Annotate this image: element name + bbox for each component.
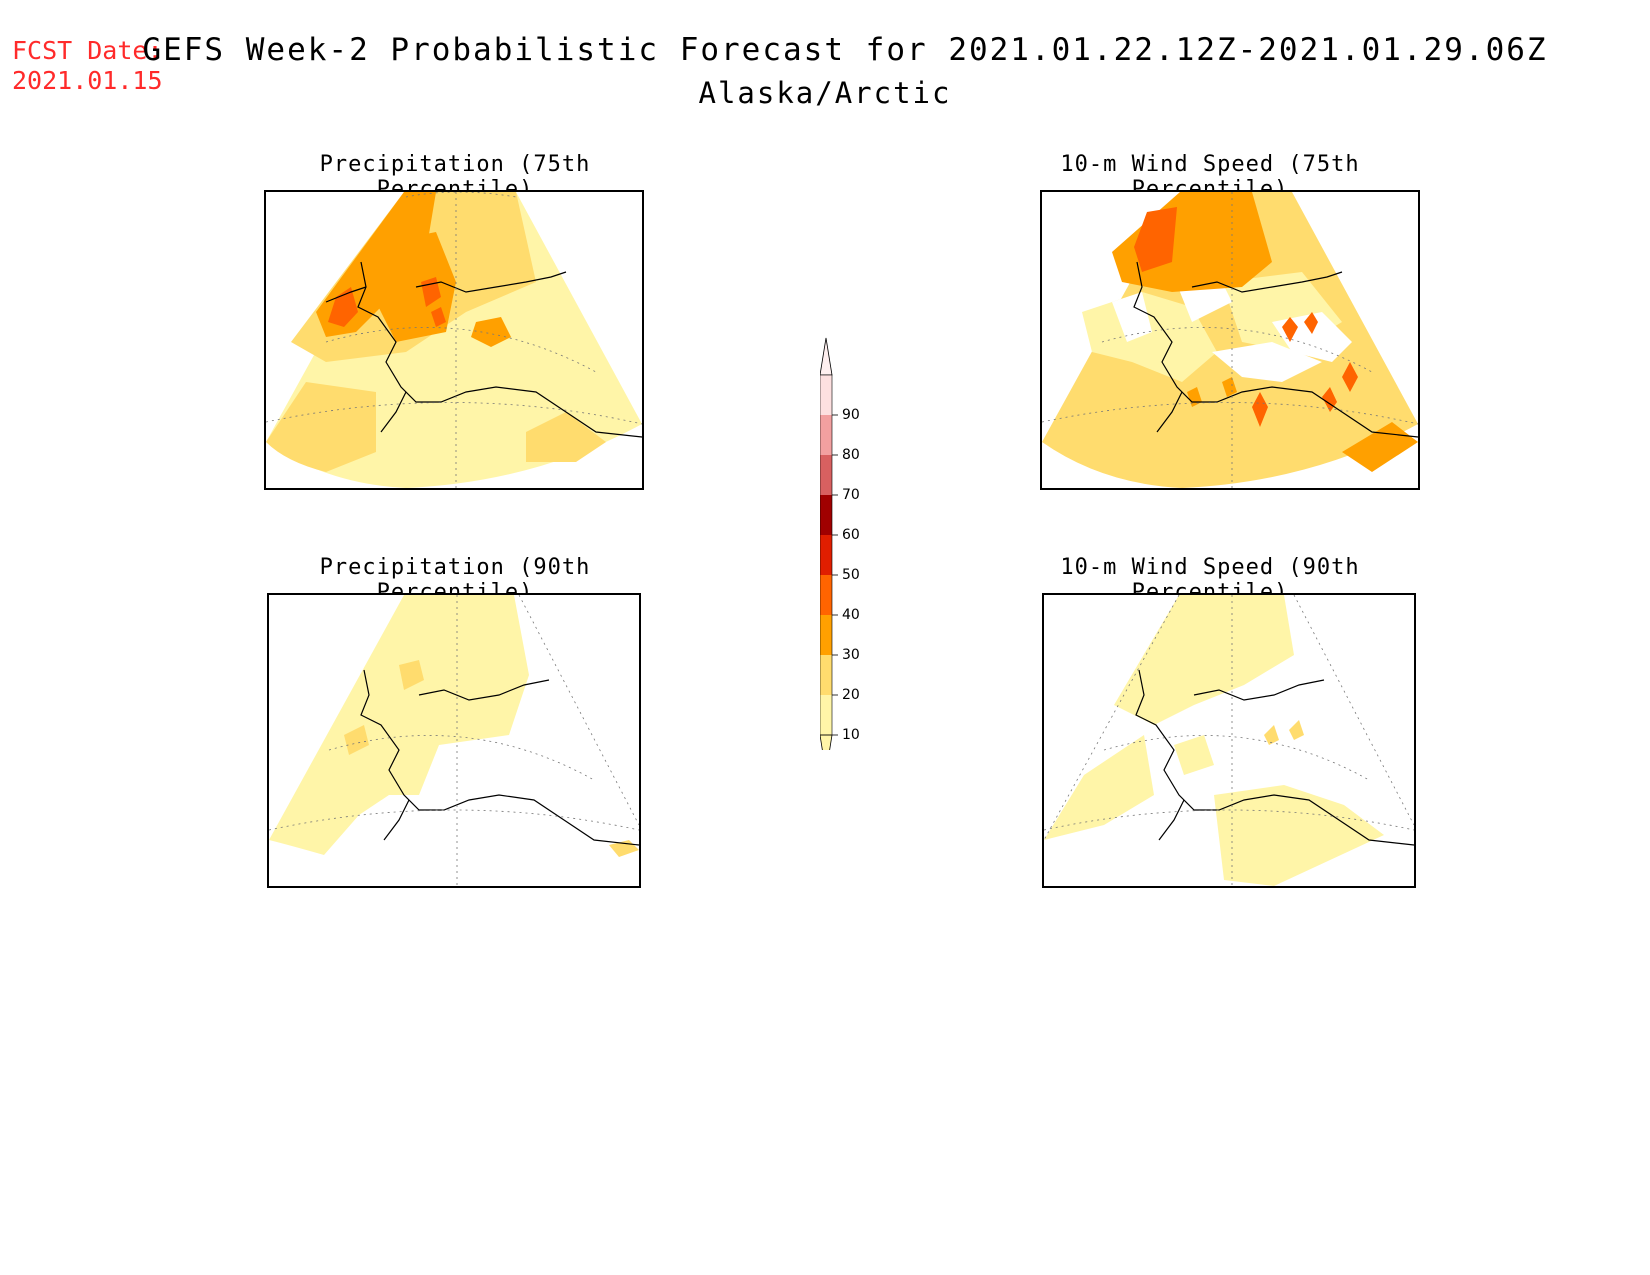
colorbar-label-40: 40: [842, 607, 860, 623]
colorbar: 90 80 70 60 50 40 30 20 10: [819, 330, 900, 774]
colorbar-label-30: 30: [842, 647, 860, 663]
map-precip-90: [267, 593, 641, 888]
colorbar-label-80: 80: [842, 447, 860, 463]
colorbar-segment-40: [820, 575, 832, 615]
colorbar-top-end: [819, 337, 833, 376]
fcst-date-label: FCST Date:: [12, 36, 163, 65]
colorbar-segment-60: [820, 495, 832, 535]
colorbar-label-70: 70: [842, 487, 860, 503]
colorbar-label-20: 20: [842, 687, 860, 703]
colorbar-bottom-end: [819, 734, 833, 774]
map-wind-90: [1042, 593, 1416, 888]
colorbar-label-60: 60: [842, 527, 860, 543]
map-precip-75: [264, 190, 644, 490]
colorbar-label-90: 90: [842, 407, 860, 423]
colorbar-label-10: 10: [842, 727, 860, 743]
colorbar-segment-80: [820, 415, 832, 455]
fcst-date-block: FCST Date: 2021.01.15: [12, 36, 163, 96]
colorbar-segment-20: [820, 655, 832, 695]
colorbar-label-50: 50: [842, 567, 860, 583]
page-subtitle: Alaska/Arctic: [698, 76, 952, 110]
colorbar-segment-90: [820, 375, 832, 415]
colorbar-segment-10: [820, 695, 832, 735]
page-title: GEFS Week-2 Probabilistic Forecast for 2…: [142, 32, 1548, 68]
map-wind-75: [1040, 190, 1420, 490]
colorbar-segment-30: [820, 615, 832, 655]
fcst-date-value: 2021.01.15: [12, 66, 163, 95]
panel-title-wind-75: 10-m Wind Speed (75th Percentile): [1060, 152, 1360, 202]
colorbar-segment-50: [820, 535, 832, 575]
colorbar-outline: [819, 374, 833, 736]
colorbar-segment-70: [820, 455, 832, 495]
